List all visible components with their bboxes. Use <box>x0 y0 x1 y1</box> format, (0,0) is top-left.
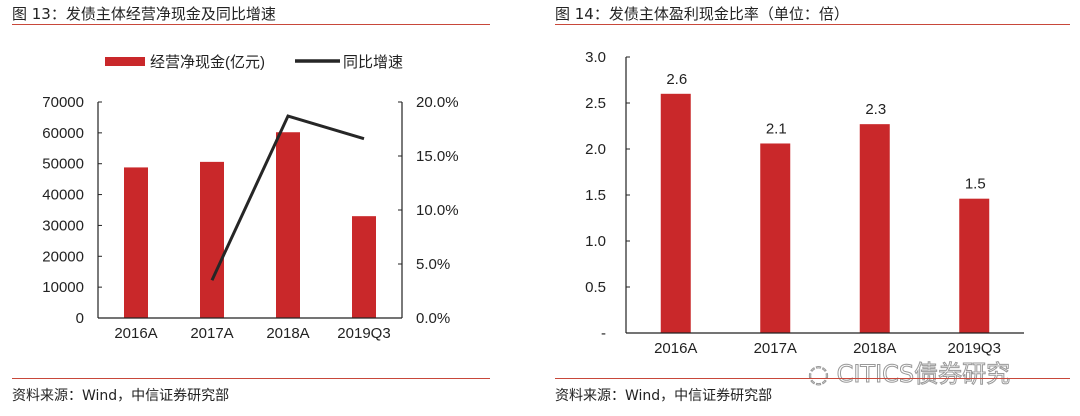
y-tick-label: - <box>601 325 606 342</box>
growth-line <box>210 114 365 281</box>
legend-label-line: 同比增速 <box>343 54 403 71</box>
bar-2019Q3 <box>352 216 376 318</box>
left-source-rule <box>12 378 490 379</box>
x-tick-label: 2017A <box>190 325 233 342</box>
y2-tick-label: 10.0% <box>416 202 459 219</box>
legend-swatch-bar <box>105 57 145 66</box>
y-tick-label: 40000 <box>42 187 84 204</box>
y-tick-label: 10000 <box>42 279 84 296</box>
bar-2016A <box>124 167 148 318</box>
y-tick-label: 0 <box>76 310 84 327</box>
y-tick-label: 1.0 <box>585 233 606 250</box>
y-tick-label: 70000 <box>42 94 84 111</box>
bar-2017A <box>760 143 791 333</box>
left-source: 资料来源：Wind，中信证券研究部 <box>12 388 230 404</box>
legend-label-bar: 经营净现金(亿元) <box>150 54 265 71</box>
y-tick-label: 20000 <box>42 248 84 265</box>
x-tick-label: 2018A <box>853 340 896 357</box>
y2-tick-label: 5.0% <box>416 256 450 273</box>
watermark: ◌ CITICS债券研究 <box>808 360 1011 389</box>
y2-tick-label: 15.0% <box>416 148 459 165</box>
bar-2019Q3 <box>959 198 990 333</box>
data-label: 2.1 <box>766 120 787 137</box>
x-tick-label: 2019Q3 <box>948 340 1001 357</box>
y-tick-label: 1.5 <box>585 187 606 204</box>
x-tick-label: 2019Q3 <box>337 325 390 342</box>
right-chart-title: 图 14：发债主体盈利现金比率（单位：倍） <box>555 5 849 23</box>
y-tick-label: 2.5 <box>585 95 606 112</box>
data-label: 2.3 <box>865 101 886 118</box>
y2-tick-label: 20.0% <box>416 94 459 111</box>
y-tick-label: 0.5 <box>585 279 606 296</box>
wechat-icon: ◌ <box>808 360 830 389</box>
data-label: 1.5 <box>965 176 986 193</box>
right-title-rule <box>555 24 1070 25</box>
x-tick-label: 2017A <box>754 340 797 357</box>
y-tick-label: 2.0 <box>585 141 606 158</box>
left-chart-title: 图 13：发债主体经营净现金及同比增速 <box>12 5 276 23</box>
bar-2018A <box>276 132 300 318</box>
left-title-rule <box>12 24 490 25</box>
x-tick-label: 2016A <box>114 325 157 342</box>
bar-2017A <box>200 161 224 318</box>
bar-2018A <box>859 124 890 333</box>
x-tick-label: 2018A <box>266 325 309 342</box>
y-tick-label: 60000 <box>42 125 84 142</box>
bar-2016A <box>660 93 691 333</box>
y-tick-label: 30000 <box>42 217 84 234</box>
data-label: 2.6 <box>666 71 687 88</box>
right-source-rule <box>555 378 1070 379</box>
x-tick-label: 2016A <box>654 340 697 357</box>
y-tick-label: 3.0 <box>585 49 606 66</box>
y2-tick-label: 0.0% <box>416 310 450 327</box>
right-source: 资料来源：Wind，中信证券研究部 <box>555 388 773 404</box>
y-tick-label: 50000 <box>42 156 84 173</box>
